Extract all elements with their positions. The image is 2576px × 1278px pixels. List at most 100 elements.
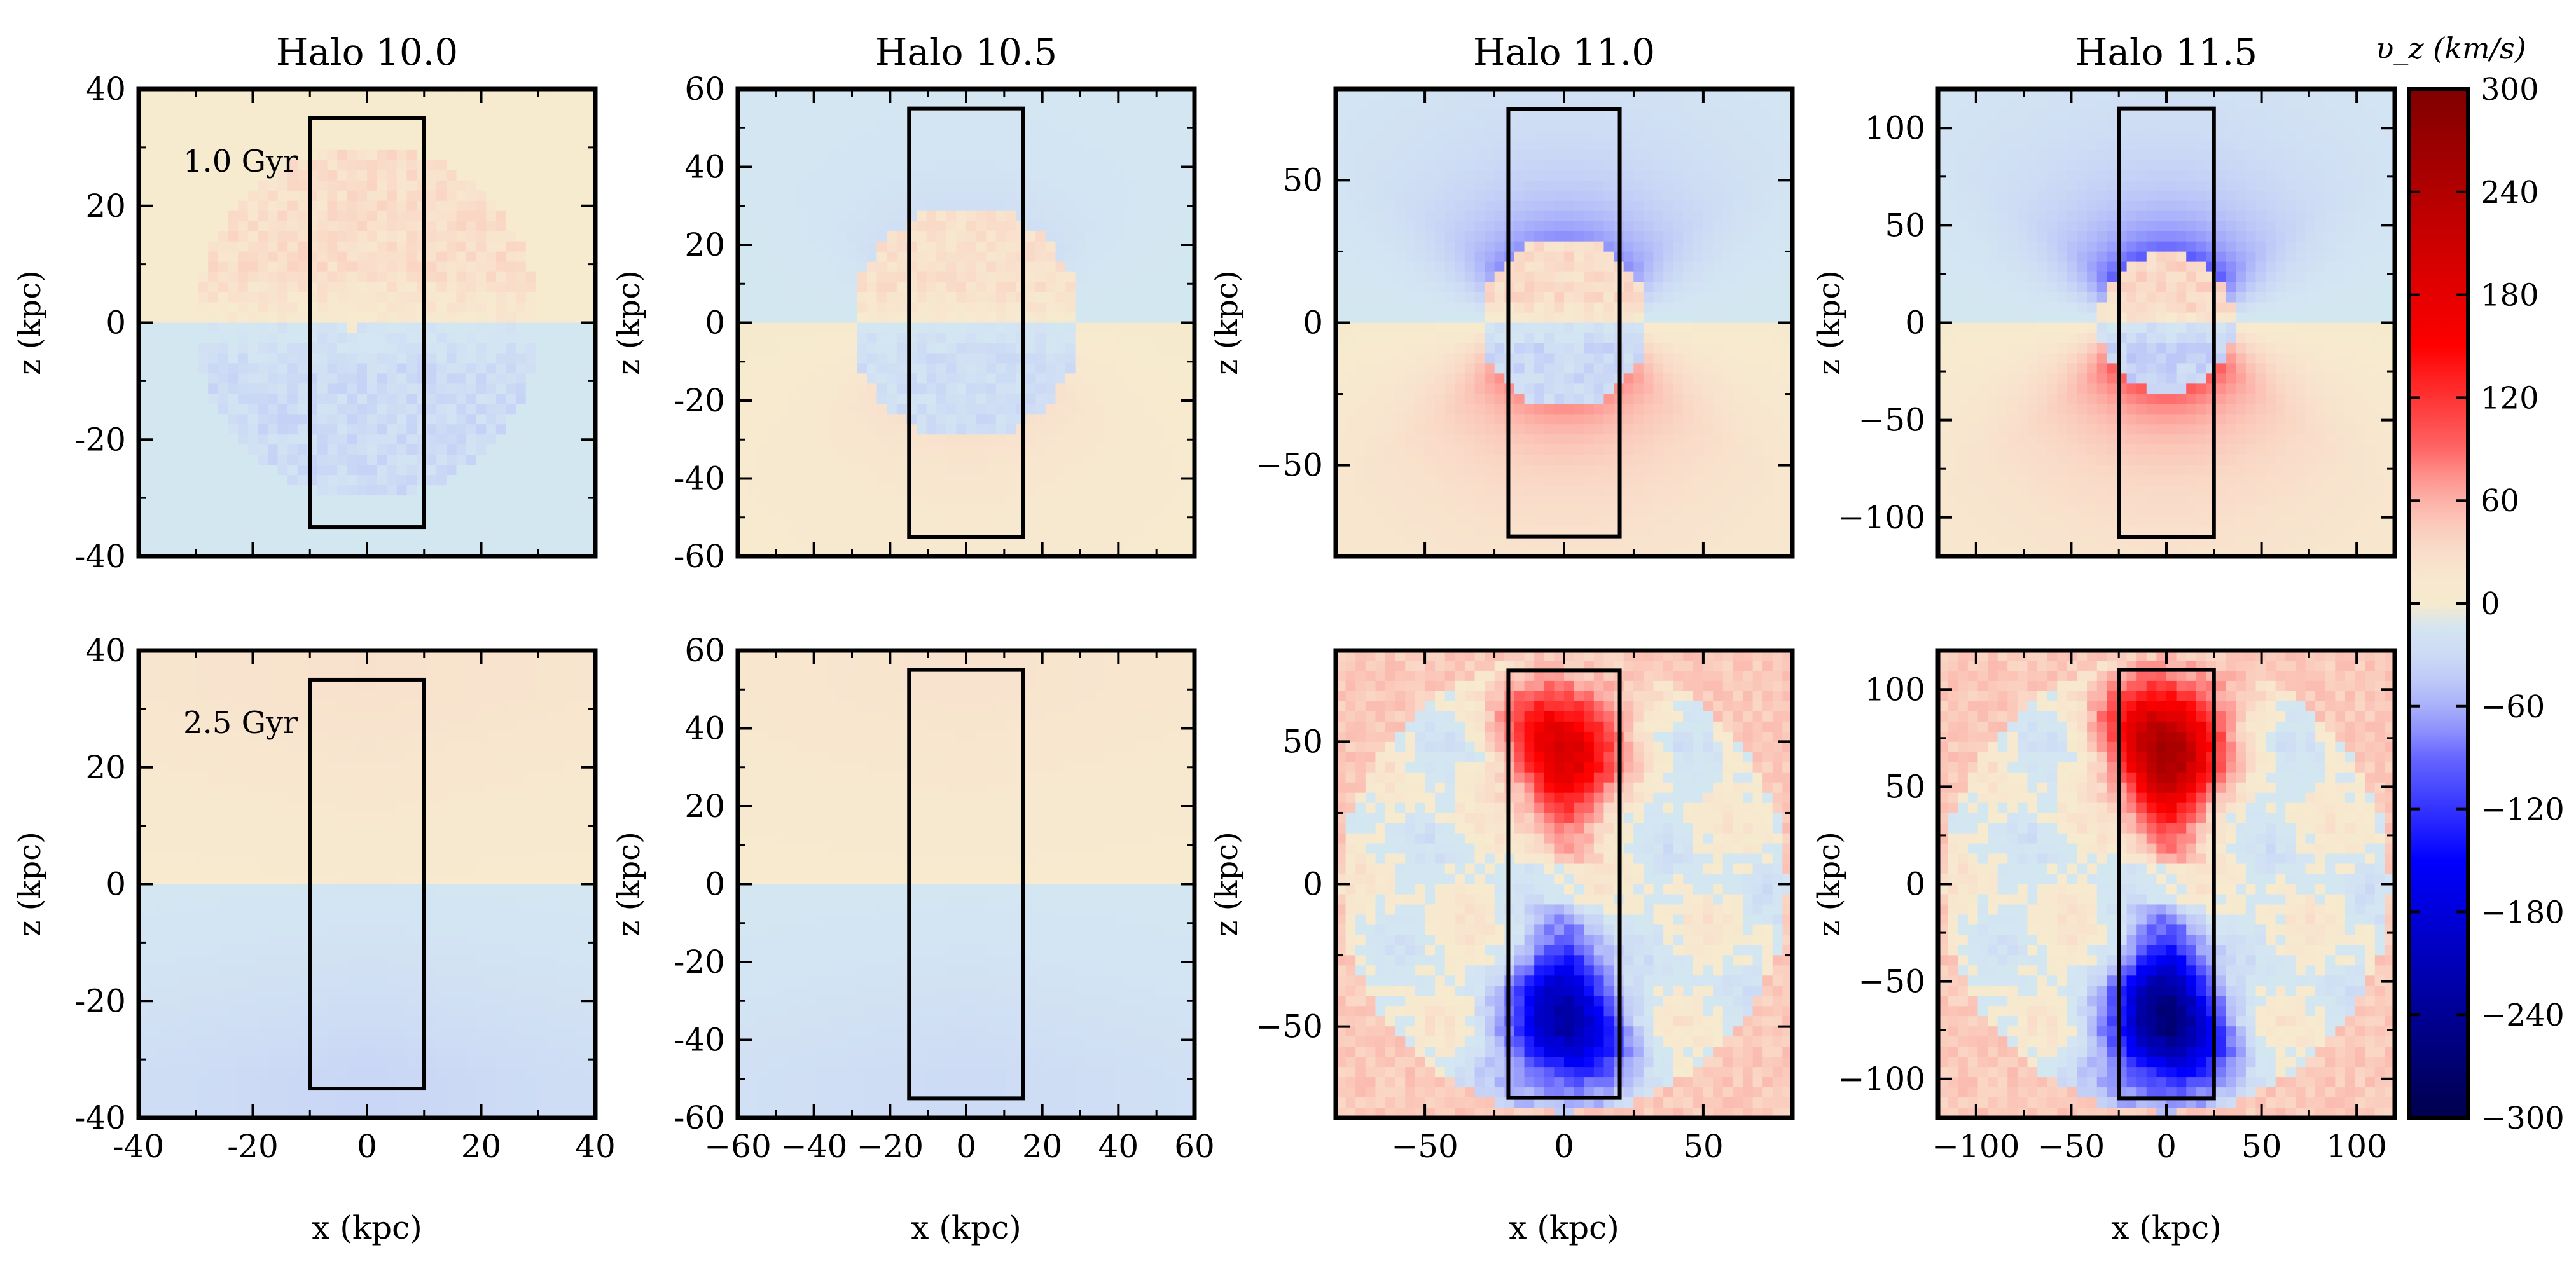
heatmap-cell — [1006, 353, 1016, 364]
heatmap-cell — [758, 271, 768, 283]
panel-title: Halo 10.0 — [276, 31, 458, 74]
heatmap-cell — [575, 455, 586, 465]
heatmap-cell — [426, 536, 437, 547]
heatmap-cell — [787, 444, 798, 455]
heatmap-cell — [585, 99, 595, 110]
heatmap-cell — [188, 170, 199, 181]
heatmap-cell — [1144, 271, 1156, 283]
heatmap-cell — [896, 424, 907, 435]
heatmap-cell — [1425, 383, 1436, 394]
heatmap-cell — [976, 404, 987, 415]
heatmap-cell — [827, 89, 838, 100]
heatmap-cell — [1336, 109, 1347, 120]
heatmap-cell — [277, 536, 288, 547]
heatmap-cell — [1425, 444, 1436, 455]
heatmap-cell — [545, 231, 557, 242]
heatmap-cell — [327, 190, 338, 202]
heatmap-cell — [946, 394, 957, 404]
heatmap-cell — [347, 200, 357, 212]
heatmap-cell — [228, 261, 239, 273]
heatmap-cell — [1174, 149, 1185, 161]
heatmap-cell — [976, 302, 987, 313]
heatmap-cell — [258, 190, 268, 202]
heatmap-cell — [139, 444, 149, 455]
heatmap-cell — [565, 139, 576, 151]
heatmap-cell — [1395, 353, 1406, 364]
heatmap-cell — [866, 89, 878, 100]
heatmap-cell — [916, 434, 927, 445]
heatmap-cell — [387, 373, 398, 384]
heatmap-cell — [178, 282, 189, 293]
heatmap-cell — [486, 231, 497, 242]
heatmap-cell — [1174, 109, 1185, 120]
heatmap-cell — [545, 546, 557, 556]
heatmap-cell — [476, 109, 487, 120]
heatmap-cell — [847, 292, 857, 303]
heatmap-cell — [1405, 200, 1416, 212]
heatmap-cell — [1006, 119, 1016, 130]
heatmap-cell — [168, 261, 179, 273]
heatmap-cell — [536, 129, 546, 141]
heatmap-cell — [436, 373, 447, 384]
heatmap-cell — [896, 444, 907, 455]
heatmap-cell — [1435, 149, 1446, 161]
heatmap-cell — [168, 424, 179, 435]
heatmap-cell — [327, 210, 338, 222]
heatmap-cell — [767, 251, 779, 263]
heatmap-cell — [787, 455, 798, 465]
heatmap-cell — [1085, 546, 1096, 556]
heatmap-cell — [247, 322, 258, 334]
heatmap-cell — [258, 373, 268, 384]
heatmap-cell — [258, 383, 268, 394]
heatmap-cell — [1085, 322, 1096, 334]
heatmap-cell — [476, 475, 487, 486]
heatmap-cell — [486, 434, 497, 445]
heatmap-cell — [1075, 383, 1086, 394]
heatmap-cell — [767, 516, 779, 526]
heatmap-cell — [986, 434, 997, 445]
heatmap-cell — [986, 302, 997, 313]
heatmap-cell — [807, 221, 818, 232]
heatmap-cell — [1135, 99, 1146, 110]
heatmap-cell — [208, 89, 219, 100]
heatmap-cell — [396, 149, 408, 161]
heatmap-cell — [1385, 180, 1396, 191]
heatmap-cell — [1425, 363, 1436, 374]
heatmap-cell — [1144, 444, 1156, 455]
heatmap-cell — [1444, 139, 1455, 151]
heatmap-cell — [139, 536, 149, 547]
heatmap-cell — [1105, 333, 1116, 344]
heatmap-cell — [267, 505, 279, 516]
heatmap-cell — [317, 333, 328, 344]
heatmap-cell — [926, 394, 937, 404]
heatmap-cell — [139, 241, 149, 252]
heatmap-cell — [148, 546, 159, 556]
heatmap-cell — [797, 465, 808, 476]
heatmap-cell — [198, 180, 209, 191]
heatmap-cell — [1165, 455, 1175, 465]
heatmap-cell — [1365, 444, 1376, 455]
heatmap-cell — [1075, 404, 1086, 415]
heatmap-cell — [565, 241, 576, 252]
heatmap-cell — [1095, 546, 1106, 556]
heatmap-cell — [545, 312, 557, 324]
heatmap-cell — [396, 373, 408, 384]
heatmap-cell — [1365, 424, 1376, 435]
heatmap-cell — [936, 302, 947, 313]
heatmap-cell — [287, 444, 298, 455]
heatmap-cell — [1375, 271, 1386, 283]
heatmap-cell — [827, 221, 838, 232]
heatmap-cell — [495, 343, 507, 354]
heatmap-cell — [1085, 190, 1096, 202]
heatmap-cell — [536, 455, 546, 465]
heatmap-cell — [1115, 465, 1126, 476]
heatmap-cell — [506, 261, 516, 273]
heatmap-cell — [516, 160, 527, 171]
heatmap-cell — [1395, 546, 1406, 556]
heatmap-cell — [986, 394, 997, 404]
heatmap-cell — [866, 424, 878, 435]
heatmap-cell — [396, 312, 408, 324]
heatmap-cell — [986, 241, 997, 252]
heatmap-cell — [1455, 322, 1465, 334]
heatmap-cell — [1115, 261, 1126, 273]
